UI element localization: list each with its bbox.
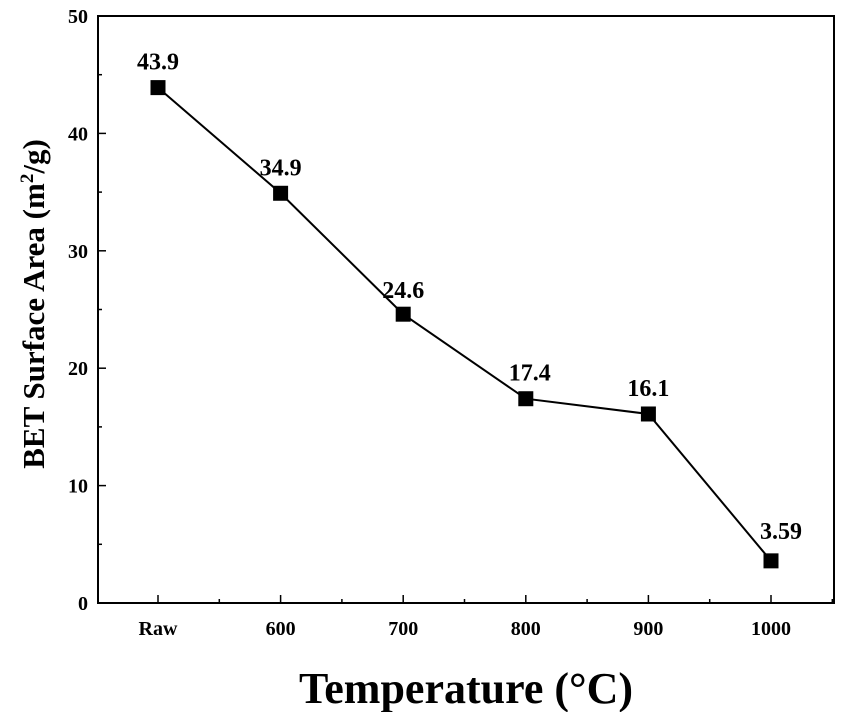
- y-axis-label-main: BET Surface Area (m: [16, 183, 51, 469]
- data-label: 16.1: [627, 376, 669, 402]
- data-point-marker: [395, 306, 411, 322]
- data-labels: 43.9 34.9 24.6 17.4 16.1 3.59: [137, 50, 802, 545]
- x-tick-label: Raw: [139, 618, 178, 640]
- y-tick-label: 0: [78, 593, 88, 615]
- y-tick-label: 50: [68, 6, 88, 28]
- x-tick-label: 800: [511, 618, 541, 640]
- x-axis-label: Temperature (°C): [299, 664, 633, 712]
- data-label: 24.6: [382, 278, 424, 304]
- ticks: 0 10 20 30 40 50 Raw 600 700 800 900 1000: [68, 6, 834, 640]
- x-tick-label: 600: [266, 618, 296, 640]
- data-point-marker: [763, 553, 779, 569]
- data-label: 34.9: [260, 155, 302, 181]
- data-label: 3.59: [760, 519, 802, 545]
- y-tick-label: 20: [68, 358, 88, 380]
- data-label: 43.9: [137, 50, 179, 76]
- y-axis-label-end: /g): [16, 139, 51, 174]
- y-axis-label: BET Surface Area (m2/g): [16, 139, 51, 469]
- y-tick-label: 40: [68, 123, 88, 145]
- data-point-marker: [150, 80, 166, 96]
- data-label: 17.4: [509, 361, 551, 387]
- data-point-marker: [518, 391, 534, 407]
- y-axis-label-superscript: 2: [17, 174, 38, 184]
- series-line: [157, 86, 772, 562]
- x-tick-label: 700: [388, 618, 418, 640]
- x-tick-label: 900: [633, 618, 663, 640]
- x-tick-label: 1000: [751, 618, 791, 640]
- axes: [97, 15, 835, 604]
- y-tick-label: 30: [68, 241, 88, 263]
- y-tick-label: 10: [68, 476, 88, 498]
- data-point-marker: [273, 185, 289, 201]
- data-point-marker: [640, 406, 656, 422]
- series-group: [150, 80, 779, 569]
- plot-frame: [97, 15, 835, 604]
